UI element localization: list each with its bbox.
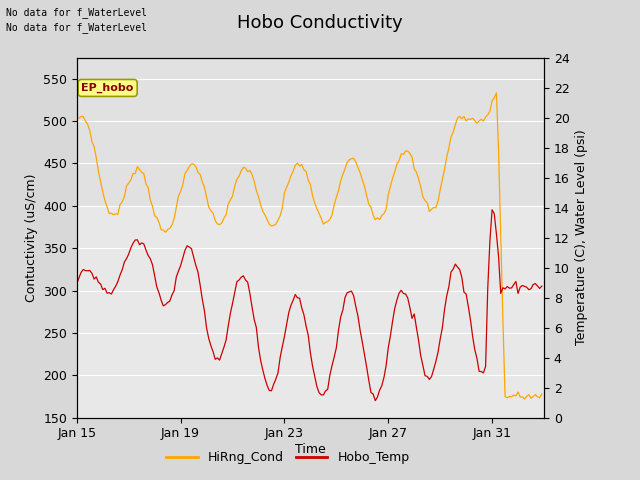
Y-axis label: Temperature (C), Water Level (psi): Temperature (C), Water Level (psi) (575, 130, 588, 346)
X-axis label: Time: Time (295, 443, 326, 456)
Y-axis label: Contuctivity (uS/cm): Contuctivity (uS/cm) (24, 173, 38, 302)
Text: No data for f_WaterLevel: No data for f_WaterLevel (6, 22, 147, 33)
Text: EP_hobo: EP_hobo (81, 83, 134, 93)
Bar (77, 58, 544, 206)
Bar (77, 206, 544, 418)
Legend: HiRng_Cond, Hobo_Temp: HiRng_Cond, Hobo_Temp (161, 446, 415, 469)
Text: Hobo Conductivity: Hobo Conductivity (237, 14, 403, 33)
Text: No data for f_WaterLevel: No data for f_WaterLevel (6, 7, 147, 18)
